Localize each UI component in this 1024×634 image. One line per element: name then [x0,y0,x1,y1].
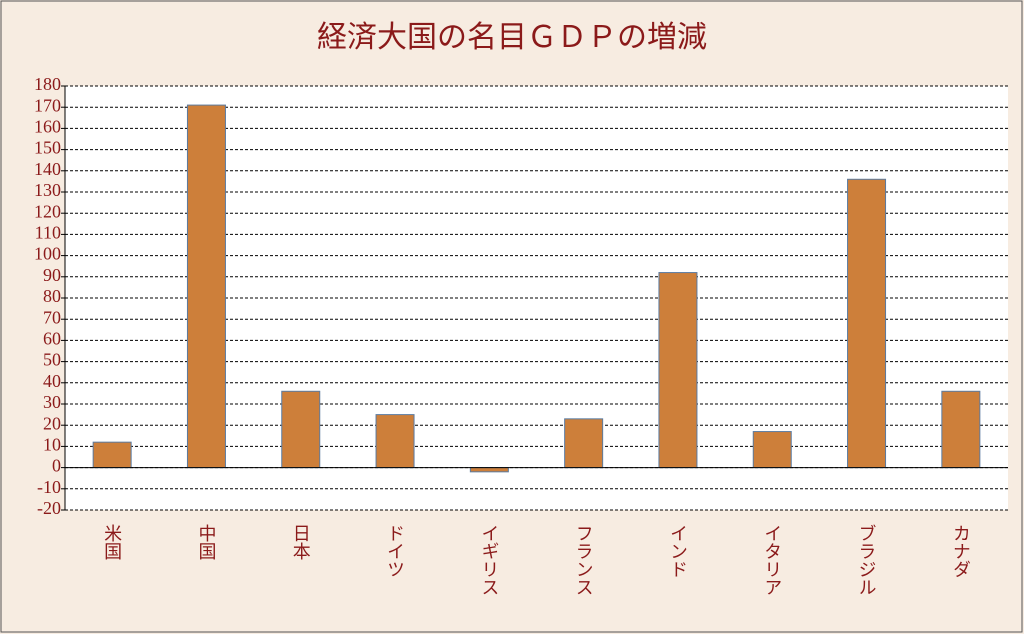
y-tick-label: 40 [43,371,61,391]
y-tick-label: 150 [34,138,61,158]
bar [752,431,792,469]
y-tick-label: 110 [35,223,61,243]
y-tick-label: 10 [43,435,61,455]
y-tick-label: 90 [43,265,61,285]
bar [469,467,509,473]
bar [658,272,698,469]
x-tick-label: 日本 [291,524,311,560]
y-tick-label: 80 [43,286,61,306]
y-tick-label: 170 [34,95,61,115]
x-tick-label: カナダ [951,524,971,578]
bar [941,390,981,469]
x-tick-label: 米国 [102,524,122,560]
y-tick-label: 50 [43,350,61,370]
x-tick-label: ドイツ [385,524,405,578]
x-tick-label: イギリス [479,524,499,596]
y-tick-label: 0 [52,456,61,476]
x-tick-label: フランス [574,524,594,596]
x-tick-label: ブラジル [857,524,877,596]
y-tick-label: 100 [34,244,61,264]
bar [375,414,415,469]
y-tick-label: 70 [43,307,61,327]
bar [564,418,604,469]
chart-title: 経済大国の名目ＧＤＰの増減 [317,21,707,54]
y-tick-label: 30 [43,392,61,412]
x-tick-label: インド [668,524,688,578]
y-tick-label: -10 [37,477,61,497]
bar [847,178,887,469]
bar [92,441,132,469]
bar [186,104,226,469]
y-tick-label: 140 [34,159,61,179]
x-tick-label: イタリア [762,524,782,596]
y-tick-label: 20 [43,413,61,433]
y-tick-label: 180 [34,74,61,94]
bar [281,390,321,469]
y-tick-label: 120 [34,201,61,221]
x-tick-label: 中国 [196,524,216,560]
y-tick-label: 60 [43,329,61,349]
y-tick-label: 130 [34,180,61,200]
y-tick-label: 160 [34,117,61,137]
y-tick-label: -20 [37,498,61,518]
